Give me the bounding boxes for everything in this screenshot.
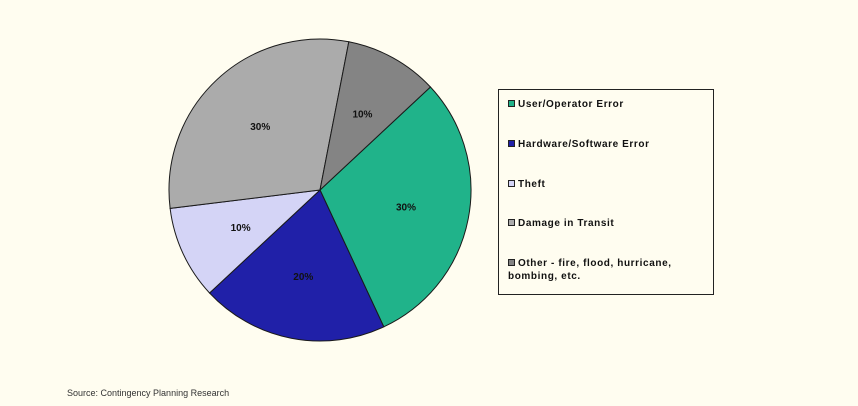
- legend: User/Operator Error Hardware/Software Er…: [498, 89, 714, 295]
- slice-value-label: 30%: [396, 203, 416, 214]
- legend-label: Theft: [518, 179, 546, 190]
- pie-slice: [319, 41, 432, 192]
- slice-value-label: 30%: [250, 122, 270, 133]
- legend-swatch: [508, 219, 515, 226]
- slice-value-label: 20%: [293, 272, 313, 283]
- pie-slice: [208, 189, 385, 342]
- slice-value-label: 10%: [231, 223, 251, 234]
- legend-swatch: [508, 259, 515, 266]
- legend-item-theft: Theft: [508, 178, 708, 191]
- legend-item-hardware-software-error: Hardware/Software Error: [508, 138, 708, 151]
- legend-swatch: [508, 100, 515, 107]
- pie-slice: [319, 86, 472, 328]
- legend-label: Hardware/Software Error: [518, 139, 650, 150]
- legend-item-damage-in-transit: Damage in Transit: [508, 217, 708, 230]
- pie-slice: [169, 189, 322, 294]
- legend-label: User/Operator Error: [518, 99, 624, 110]
- legend-item-other: Other - fire, flood, hurricane, bombing,…: [508, 257, 708, 283]
- legend-label: Damage in Transit: [518, 218, 615, 229]
- legend-swatch: [508, 140, 515, 147]
- legend-label: Other - fire, flood, hurricane, bombing,…: [508, 258, 672, 282]
- legend-item-user-operator-error: User/Operator Error: [508, 98, 708, 111]
- slice-value-label: 10%: [352, 109, 372, 120]
- legend-swatch: [508, 180, 515, 187]
- source-note: Source: Contingency Planning Research: [67, 388, 230, 398]
- pie-slice: [168, 38, 350, 209]
